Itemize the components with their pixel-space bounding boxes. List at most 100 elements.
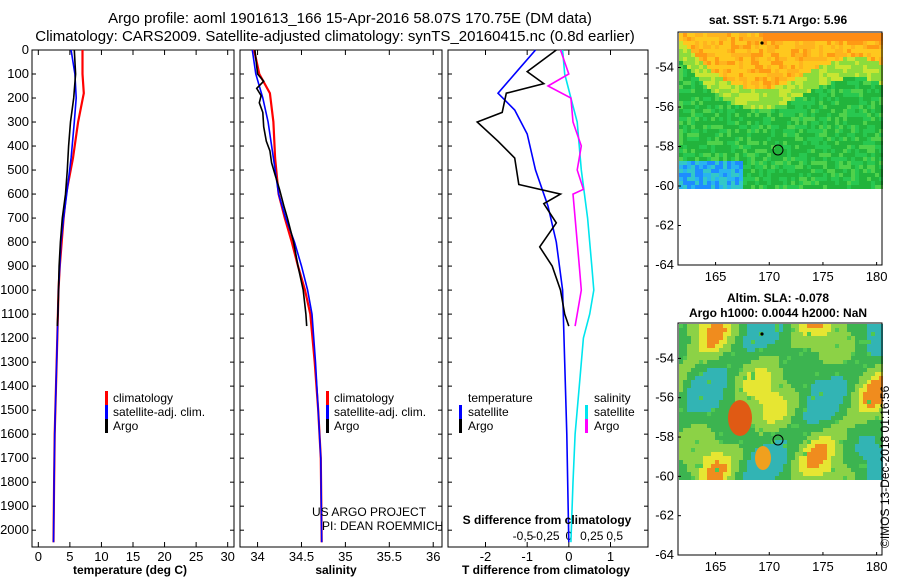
sst-cell — [831, 61, 835, 65]
sst-cell — [835, 129, 839, 133]
sst-cell — [775, 129, 779, 133]
sla-cell — [711, 400, 715, 404]
sla-cell — [851, 328, 855, 332]
sla-cell — [735, 356, 739, 360]
sla-cell — [691, 328, 695, 332]
sst-cell — [871, 37, 875, 41]
sla-cell — [807, 332, 811, 336]
sst-cell — [735, 153, 739, 157]
sla-cell — [803, 324, 807, 328]
sst-cell — [835, 57, 839, 61]
sst-cell — [775, 133, 779, 137]
sla-cell — [795, 440, 799, 444]
sst-cell — [843, 181, 847, 185]
sla-cell — [791, 428, 795, 432]
sst-cell — [767, 129, 771, 133]
sla-cell — [767, 388, 771, 392]
sst-cell — [859, 61, 863, 65]
sst-cell — [735, 149, 739, 153]
sst-cell — [875, 105, 879, 109]
sla-cell — [831, 424, 835, 428]
sst-cell — [795, 185, 799, 189]
sla-cell — [739, 380, 743, 384]
sla-cell — [847, 368, 851, 372]
sst-cell — [811, 153, 815, 157]
sst-cell — [759, 105, 763, 109]
sst-cell — [855, 169, 859, 173]
sla-cell — [823, 420, 827, 424]
sla-cell — [863, 408, 867, 412]
sla-cell — [847, 376, 851, 380]
sla-cell — [735, 452, 739, 456]
sst-cell — [699, 33, 703, 37]
sla-cell — [691, 460, 695, 464]
sla-cell — [699, 432, 703, 436]
sst-cell — [827, 125, 831, 129]
sla-cell — [803, 464, 807, 468]
sla-cell — [683, 424, 687, 428]
sst-cell — [807, 85, 811, 89]
sla-cell — [775, 360, 779, 364]
sla-cell — [831, 384, 835, 388]
sst-cell — [879, 149, 883, 153]
sst-cell — [779, 77, 783, 81]
sst-cell — [839, 41, 843, 45]
sst-cell — [879, 65, 883, 69]
sla-cell — [851, 432, 855, 436]
sst-cell — [683, 45, 687, 49]
sla-cell — [711, 412, 715, 416]
sla-cell — [815, 356, 819, 360]
sla-cell — [839, 424, 843, 428]
sst-cell — [851, 73, 855, 77]
sst-cell — [783, 89, 787, 93]
sst-cell — [803, 61, 807, 65]
sla-cell — [695, 372, 699, 376]
sla-cell — [699, 456, 703, 460]
sla-cell — [771, 388, 775, 392]
sla-cell — [699, 340, 703, 344]
sla-cell — [703, 420, 707, 424]
sla-cell — [763, 348, 767, 352]
sla-cell — [783, 444, 787, 448]
sst-cell — [683, 157, 687, 161]
sla-cell — [863, 368, 867, 372]
sst-cell — [735, 45, 739, 49]
sst-cell — [819, 45, 823, 49]
sst-cell — [743, 81, 747, 85]
sla-cell — [715, 344, 719, 348]
sst-cell — [719, 121, 723, 125]
sla-cell — [843, 456, 847, 460]
sst-cell — [711, 165, 715, 169]
sla-cell — [771, 464, 775, 468]
sla-cell — [755, 372, 759, 376]
sst-cell — [835, 185, 839, 189]
sst-cell — [707, 97, 711, 101]
sla-cell — [767, 356, 771, 360]
sla-cell — [863, 420, 867, 424]
sst-cell — [787, 69, 791, 73]
sst-cell — [743, 161, 747, 165]
sla-cell — [843, 420, 847, 424]
sla-cell — [867, 340, 871, 344]
sla-cell — [767, 476, 771, 480]
sla-cell — [803, 436, 807, 440]
sst-cell — [875, 129, 879, 133]
sst-cell — [719, 181, 723, 185]
sla-cell — [867, 364, 871, 368]
sst-cell — [875, 169, 879, 173]
sla-cell — [759, 476, 763, 480]
sst-cell — [827, 145, 831, 149]
sst-cell — [855, 85, 859, 89]
sst-cell — [731, 185, 735, 189]
sst-cell — [731, 149, 735, 153]
sla-cell — [779, 460, 783, 464]
sla-cell — [791, 352, 795, 356]
sst-cell — [791, 161, 795, 165]
sst-cell — [711, 125, 715, 129]
sla-field — [679, 324, 883, 480]
sst-cell — [819, 121, 823, 125]
sla-cell — [879, 344, 883, 348]
sst-cell — [867, 121, 871, 125]
sla-cell — [791, 420, 795, 424]
sla-cell — [771, 356, 775, 360]
